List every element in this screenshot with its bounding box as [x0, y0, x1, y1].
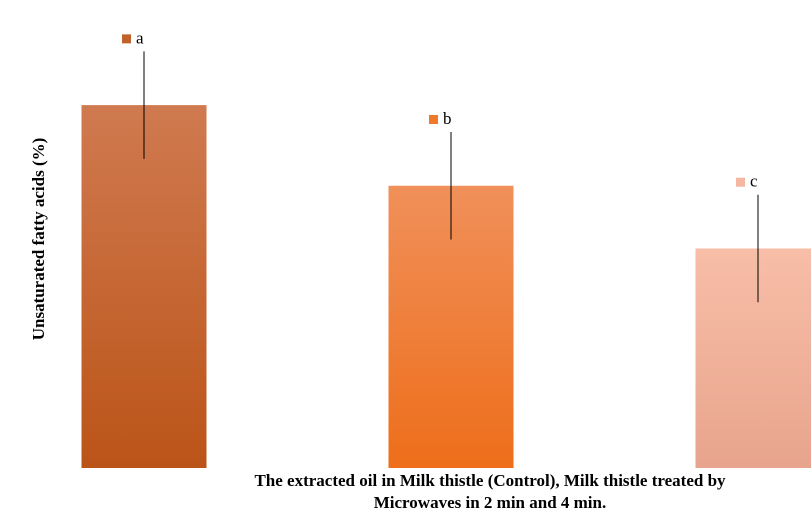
- x-axis-label-line-1: The extracted oil in Milk thistle (Contr…: [254, 471, 726, 490]
- bar-1: [81, 105, 207, 469]
- bar-3: [695, 248, 811, 468]
- label-marker-3: [736, 177, 745, 187]
- significance-label-2: b: [443, 109, 452, 128]
- bars-group: a b c: [81, 28, 811, 469]
- significance-label-1: a: [136, 28, 144, 47]
- label-marker-1: [122, 34, 131, 44]
- label-marker-2: [429, 115, 438, 124]
- x-axis-label: The extracted oil in Milk thistle (Contr…: [100, 470, 811, 514]
- y-axis-label: Unsaturated fatty acids (%): [29, 138, 48, 341]
- x-axis-label-line-2: Microwaves in 2 min and 4 min.: [373, 493, 607, 512]
- significance-label-3: c: [750, 172, 758, 191]
